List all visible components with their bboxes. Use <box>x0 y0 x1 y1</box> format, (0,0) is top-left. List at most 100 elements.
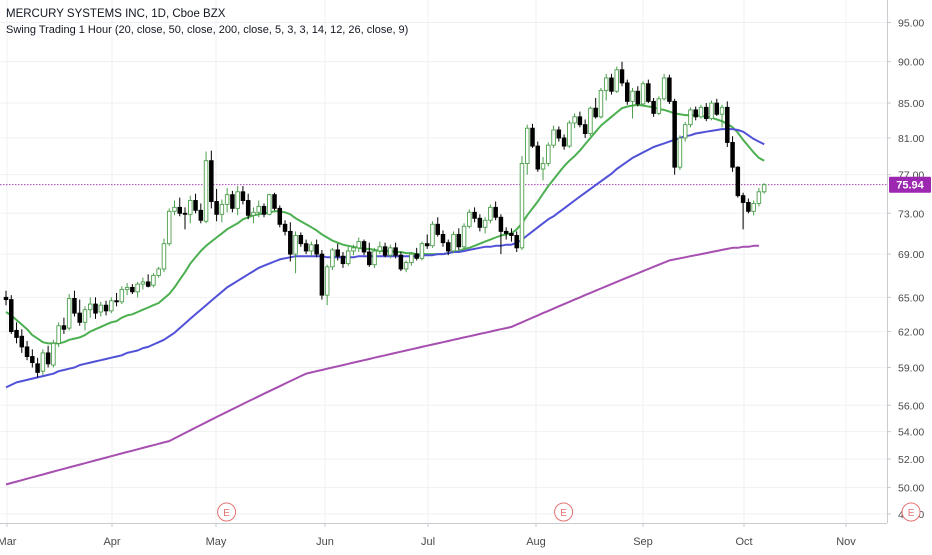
candle-down <box>514 235 519 249</box>
time-tick-label: Sep <box>633 536 653 548</box>
price-tick-label: 54.00 <box>898 427 924 439</box>
candle-down <box>424 243 430 247</box>
candle-down <box>182 212 188 215</box>
candle-down <box>414 253 419 259</box>
candle-up <box>567 122 572 147</box>
candle-up <box>661 77 667 100</box>
time-tick-label: Nov <box>836 536 856 548</box>
candle-up <box>172 206 177 212</box>
candle-down <box>24 346 30 357</box>
time-tick-label: May <box>206 536 227 548</box>
candle-down <box>282 223 288 232</box>
candle-up <box>124 286 130 291</box>
candle-up <box>519 163 525 249</box>
candle-up <box>345 250 351 265</box>
candle-down <box>740 195 746 203</box>
candle-up <box>467 211 472 227</box>
candle-up <box>761 184 767 193</box>
candle-up <box>403 262 409 270</box>
price-tick-label: 56.00 <box>898 400 924 412</box>
candle-down <box>198 209 204 221</box>
price-tick-label: 73.00 <box>898 208 924 220</box>
chart-title: MERCURY SYSTEMS INC, 1D, Cboe BZX <box>6 8 226 20</box>
candle-up <box>372 250 377 266</box>
price-tick-label: 65.00 <box>898 292 924 304</box>
candle-up <box>135 283 140 293</box>
candle-up <box>40 352 46 372</box>
earnings-marker-label: E <box>223 508 230 519</box>
candle-up <box>98 304 104 313</box>
price-tick-label: 95.00 <box>898 18 924 30</box>
candle-down <box>19 335 25 348</box>
candle-down <box>667 77 672 102</box>
price-tick-label: 69.00 <box>898 249 924 261</box>
candle-up <box>603 77 609 91</box>
ma20-line <box>5 103 765 345</box>
candle-up <box>219 203 225 215</box>
candle-down <box>746 202 751 212</box>
candle-down <box>367 251 372 266</box>
time-tick-label: Oct <box>735 536 752 548</box>
earnings-marker <box>554 502 574 522</box>
candle-down <box>693 109 698 118</box>
last-price-badge <box>889 176 931 193</box>
candle-down <box>498 216 504 232</box>
candle-down <box>725 106 730 143</box>
candle-down <box>456 233 462 248</box>
candle-up <box>251 211 256 216</box>
candle-down <box>577 116 583 126</box>
candle-up <box>546 144 551 164</box>
candle-down <box>277 207 283 225</box>
candle-up <box>140 281 146 285</box>
price-tick-label: 81.00 <box>898 133 924 145</box>
candle-up <box>540 163 546 170</box>
candle-down <box>103 304 109 312</box>
candle-down <box>14 329 19 338</box>
candle-down <box>298 235 304 245</box>
candle-down <box>493 206 498 218</box>
candle-down <box>45 352 51 365</box>
candle-down <box>582 124 588 134</box>
candle-down <box>61 325 67 330</box>
candle-up <box>488 206 493 221</box>
earnings-marker-label: E <box>908 508 915 519</box>
price-tick-label: 62.00 <box>898 327 924 339</box>
candle-up <box>756 191 762 204</box>
time-tick-label: Mar <box>0 536 17 548</box>
candle-up <box>119 289 125 303</box>
price-tick-label: 50.00 <box>898 482 924 494</box>
candle-up <box>430 223 435 247</box>
candle-up <box>698 106 704 118</box>
candle-up <box>66 298 72 329</box>
candle-up <box>588 107 593 134</box>
candle-up <box>235 191 240 209</box>
candle-down <box>340 255 346 265</box>
candle-up <box>56 325 61 344</box>
candle-up <box>224 194 230 205</box>
candle-down <box>393 247 398 256</box>
candle-down <box>3 296 9 301</box>
candle-down <box>230 194 235 209</box>
candle-up <box>451 233 456 252</box>
candle-up <box>351 247 356 252</box>
candle-up <box>630 90 635 102</box>
candle-up <box>324 266 330 296</box>
candle-down <box>714 102 720 115</box>
candle-up <box>598 89 604 118</box>
candle-down <box>635 90 641 105</box>
candle-down <box>477 217 483 228</box>
ma50-line <box>5 128 765 389</box>
candle-up <box>188 200 193 215</box>
candle-down <box>561 137 567 147</box>
candle-down <box>472 211 477 219</box>
candle-up <box>51 342 56 366</box>
price-tick-label: 52.00 <box>898 454 924 466</box>
candle-up <box>688 109 693 126</box>
candle-up <box>719 106 725 115</box>
candle-down <box>288 230 293 255</box>
candle-down <box>503 230 509 234</box>
candle-down <box>240 191 246 201</box>
candle-up <box>409 253 414 264</box>
candle-down <box>440 233 446 244</box>
